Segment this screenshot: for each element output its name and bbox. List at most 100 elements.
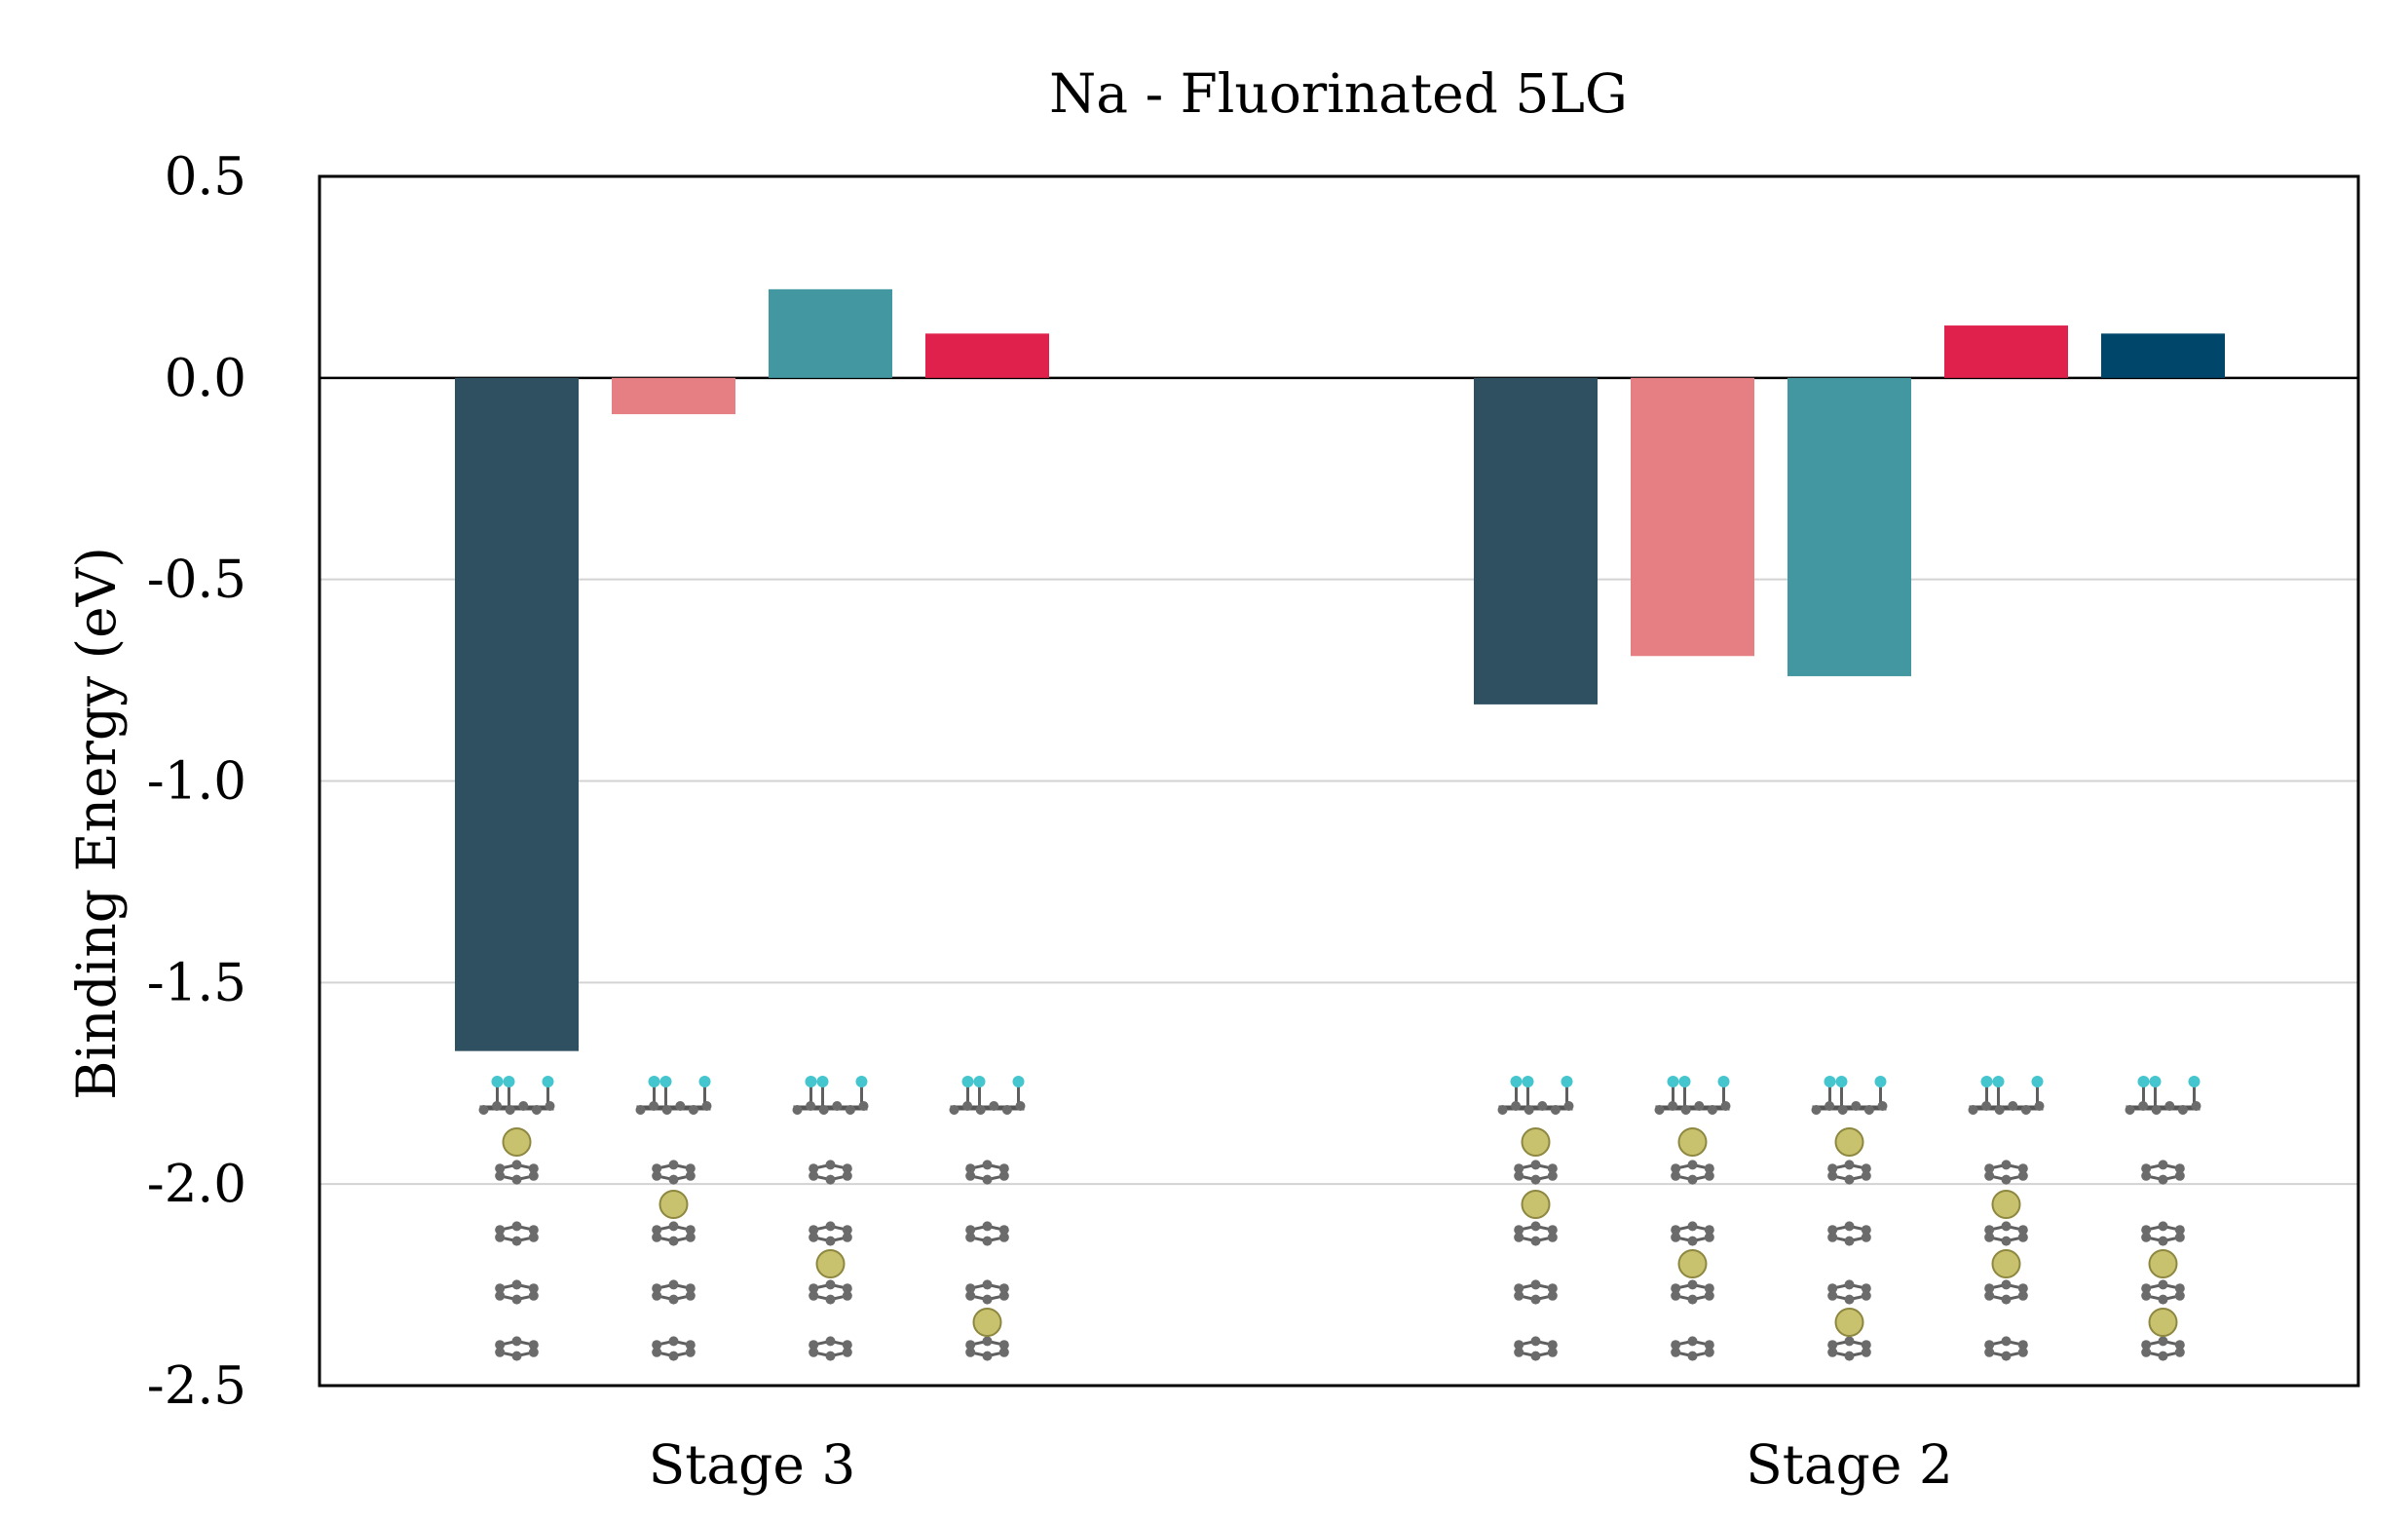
carbon-atom xyxy=(2158,1174,2168,1185)
carbon-atom xyxy=(2017,1283,2028,1294)
sodium-atom xyxy=(815,1249,846,1278)
carbon-atom xyxy=(1861,1290,1871,1301)
plot-frame xyxy=(318,174,2360,1388)
carbon-atom xyxy=(998,1170,1009,1181)
carbon-atom xyxy=(1827,1340,1838,1351)
sodium-atom xyxy=(2148,1308,2178,1337)
carbon-atom xyxy=(1844,1294,1855,1305)
carbon-atom xyxy=(495,1232,506,1242)
carbon-atom xyxy=(1671,1290,1681,1301)
carbon-atom xyxy=(1668,1101,1678,1111)
carbon-atom xyxy=(982,1221,993,1232)
carbon-atom xyxy=(661,1105,672,1115)
structure-inset xyxy=(792,1076,869,1361)
carbon-atom xyxy=(2141,1225,2152,1236)
carbon-atom xyxy=(2001,1160,2012,1170)
carbon-atom xyxy=(668,1174,679,1185)
carbon-atom xyxy=(2164,1101,2175,1111)
carbon-atom xyxy=(1861,1283,1871,1294)
carbon-atom xyxy=(982,1336,993,1347)
fluorine-atom xyxy=(1522,1076,1534,1087)
carbon-atom xyxy=(668,1160,679,1170)
carbon-atom xyxy=(2174,1232,2185,1242)
fluorine-atom xyxy=(855,1076,868,1087)
carbon-atom xyxy=(965,1170,976,1181)
structure-inset xyxy=(478,1076,555,1361)
x-category-label: Stage 3 xyxy=(649,1433,856,1496)
carbon-atom xyxy=(1827,1163,1838,1174)
fluorine-atom xyxy=(1874,1076,1887,1087)
carbon-atom xyxy=(809,1170,819,1181)
carbon-atom xyxy=(1844,1336,1855,1347)
carbon-atom xyxy=(1550,1105,1561,1115)
fluorine-atom xyxy=(659,1076,672,1087)
carbon-atom xyxy=(652,1290,662,1301)
carbon-atom xyxy=(998,1163,1009,1174)
carbon-atom xyxy=(1984,1225,1995,1236)
y-tick-label: 0.0 xyxy=(165,349,246,408)
carbon-atom xyxy=(495,1170,506,1181)
carbon-atom xyxy=(965,1340,976,1351)
carbon-atom xyxy=(1844,1351,1855,1361)
chart-title: Na - Fluorinated 5LG xyxy=(1049,62,1628,125)
carbon-atom xyxy=(1530,1351,1541,1361)
y-tick-label: -0.5 xyxy=(147,551,246,610)
carbon-atom xyxy=(949,1105,959,1115)
fluorine-atom xyxy=(1992,1076,2005,1087)
carbon-atom xyxy=(1514,1225,1524,1236)
carbon-atom xyxy=(965,1283,976,1294)
carbon-atom xyxy=(842,1283,852,1294)
carbon-atom xyxy=(809,1290,819,1301)
carbon-atom xyxy=(1530,1174,1541,1185)
carbon-atom xyxy=(1671,1225,1681,1236)
carbon-atom xyxy=(1530,1236,1541,1246)
carbon-atom xyxy=(1687,1174,1698,1185)
carbon-atom xyxy=(2191,1101,2201,1111)
fluorine-atom xyxy=(816,1076,829,1087)
carbon-atom xyxy=(842,1347,852,1357)
carbon-atom xyxy=(1704,1163,1714,1174)
carbon-atom xyxy=(2141,1347,2152,1357)
carbon-atom xyxy=(652,1170,662,1181)
carbon-atom xyxy=(1861,1347,1871,1357)
carbon-atom xyxy=(2141,1340,2152,1351)
y-tick-label: -1.5 xyxy=(147,953,246,1012)
carbon-atom xyxy=(685,1290,696,1301)
y-tick-label: 0.5 xyxy=(165,147,246,207)
bar xyxy=(455,377,579,1051)
carbon-atom xyxy=(1687,1279,1698,1290)
carbon-atom xyxy=(1827,1290,1838,1301)
carbon-atom xyxy=(1547,1340,1558,1351)
sodium-atom xyxy=(1521,1127,1551,1157)
carbon-atom xyxy=(1547,1225,1558,1236)
carbon-atom xyxy=(1530,1279,1541,1290)
carbon-atom xyxy=(2017,1290,2028,1301)
carbon-atom xyxy=(1524,1105,1534,1115)
carbon-atom xyxy=(2008,1101,2018,1111)
carbon-atom xyxy=(1984,1340,1995,1351)
carbon-atom xyxy=(1851,1101,1862,1111)
carbon-atom xyxy=(809,1232,819,1242)
carbon-atom xyxy=(1861,1340,1871,1351)
carbon-atom xyxy=(495,1225,506,1236)
carbon-atom xyxy=(652,1347,662,1357)
carbon-atom xyxy=(998,1290,1009,1301)
x-category-label: Stage 2 xyxy=(1746,1433,1953,1496)
fluorine-atom xyxy=(961,1076,974,1087)
carbon-atom xyxy=(2174,1225,2185,1236)
carbon-atom xyxy=(1844,1221,1855,1232)
carbon-atom xyxy=(1984,1163,1995,1174)
carbon-atom xyxy=(842,1225,852,1236)
carbon-atom xyxy=(2017,1170,2028,1181)
carbon-atom xyxy=(1547,1163,1558,1174)
carbon-atom xyxy=(528,1340,539,1351)
carbon-atom xyxy=(1687,1351,1698,1361)
carbon-atom xyxy=(1001,1105,1012,1115)
carbon-atom xyxy=(511,1236,522,1246)
y-tick-label: -2.5 xyxy=(147,1356,246,1416)
carbon-atom xyxy=(531,1105,542,1115)
carbon-atom xyxy=(685,1347,696,1357)
carbon-atom xyxy=(1547,1232,1558,1242)
carbon-atom xyxy=(1530,1160,1541,1170)
fluorine-atom xyxy=(542,1076,554,1087)
